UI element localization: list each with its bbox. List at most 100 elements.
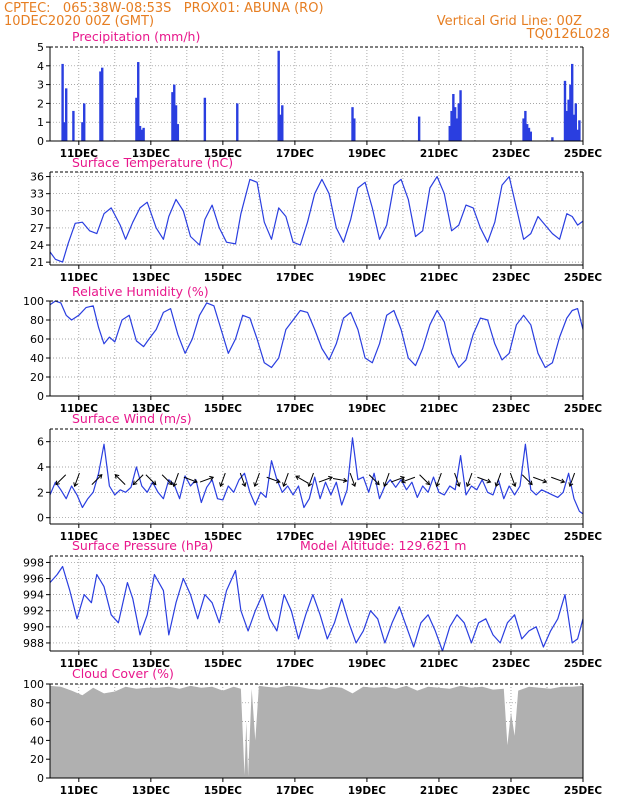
x-tick-label: 13DEC xyxy=(132,148,171,160)
wind-arrow-shaft xyxy=(368,474,380,485)
wind-arrow-head xyxy=(455,482,461,488)
x-tick-label: 21DEC xyxy=(420,531,459,543)
wind-arrow-head xyxy=(328,475,333,481)
wind-arrow xyxy=(55,474,67,486)
pressure-series-line xyxy=(49,565,584,652)
x-tick-label: 17DEC xyxy=(276,785,315,797)
y-tick-label: 27 xyxy=(30,222,44,235)
y-tick-label: 20 xyxy=(30,753,44,766)
wind-arrow-shaft xyxy=(145,474,157,485)
rh-title: Relative Humidity (%) xyxy=(72,284,209,299)
precip-bar xyxy=(567,99,570,141)
wind-arrow-head xyxy=(132,480,138,486)
wind-arrow xyxy=(161,474,173,486)
x-tick-label: 19DEC xyxy=(348,785,387,797)
precip-bar xyxy=(455,118,459,141)
wind-arrow-head xyxy=(219,482,224,488)
wind-arrow-head xyxy=(435,482,441,488)
wind-arrow-shaft xyxy=(173,472,179,487)
y-tick-label: 2 xyxy=(37,486,44,499)
wind-arrow-shaft xyxy=(332,477,347,482)
wind-arrow-head xyxy=(114,474,120,479)
x-tick-label: 23DEC xyxy=(492,785,531,797)
precip-bar xyxy=(453,107,457,141)
precip-bar xyxy=(137,62,140,141)
wind-arrow-shaft xyxy=(318,476,333,483)
wind-arrow-head xyxy=(568,482,574,488)
y-tick-label: 992 xyxy=(23,605,44,618)
wind-arrow-head xyxy=(351,482,357,488)
x-tick-label: 11DEC xyxy=(60,272,99,284)
cloud-panel: 0 20 40 60 80 100 11DEC 13DEC 15DEC 17DEC 19DEC 21D… xyxy=(23,666,602,797)
precip-bar xyxy=(176,124,180,141)
y-tick-label: 100 xyxy=(23,678,44,691)
wind-arrow-head xyxy=(511,482,517,488)
x-tick-label: 17DEC xyxy=(276,658,315,670)
y-tick-label: 80 xyxy=(30,697,44,710)
y-tick-label: 0 xyxy=(37,772,44,785)
wind-series-line xyxy=(49,437,584,515)
x-tick-label: 25DEC xyxy=(564,272,603,284)
header-date-line: 10DEC2020 00Z (GMT) xyxy=(4,14,155,29)
wind-arrow-shaft xyxy=(419,474,430,485)
wind-arrow xyxy=(419,474,431,486)
precip-bar xyxy=(457,103,460,141)
precip-bar xyxy=(570,63,574,141)
header-station-line: CPTEC: 065:38W-08:53S PROX01: ABUNA (RO) xyxy=(4,1,324,16)
precip-bar xyxy=(171,92,174,141)
wind-arrow xyxy=(239,472,247,488)
wind-arrow-head xyxy=(209,475,215,481)
y-tick-label: 4 xyxy=(37,461,44,474)
x-tick-label: 19DEC xyxy=(348,403,387,415)
cloud-cover-area xyxy=(50,685,583,778)
x-tick-label: 15DEC xyxy=(204,272,243,284)
precip-bar xyxy=(203,97,207,141)
x-tick-label: 21DEC xyxy=(420,403,459,415)
y-tick-label: 994 xyxy=(23,589,44,602)
precip-bar xyxy=(452,94,455,141)
precip-bar xyxy=(279,114,282,141)
y-tick-label: 988 xyxy=(23,637,44,650)
wind-arrow xyxy=(253,472,260,488)
wind-arrow xyxy=(219,472,226,488)
x-tick-label: 21DEC xyxy=(420,148,459,160)
wind-arrow xyxy=(533,476,548,484)
precip-bar xyxy=(524,110,527,141)
pressure-panel: 988 990 992 994 996 998 11DEC 13DEC 15DEC 17DEC 19… xyxy=(23,538,602,670)
wind-arrow-shaft xyxy=(521,474,533,485)
x-tick-label: 25DEC xyxy=(564,148,603,160)
wind-arrow-head xyxy=(465,482,471,488)
precip-bar xyxy=(142,127,145,141)
wind-arrow xyxy=(435,472,442,488)
wind-arrow xyxy=(307,472,314,488)
precip-bar xyxy=(83,103,86,141)
wind-arrow-head xyxy=(241,482,247,488)
x-tick-label: 15DEC xyxy=(204,785,243,797)
y-tick-label: 36 xyxy=(30,171,44,184)
precip-bar xyxy=(565,110,568,141)
wind-arrow xyxy=(266,476,281,484)
x-tick-label: 21DEC xyxy=(420,272,459,284)
temp-title: Surface Temperature (nC) xyxy=(72,155,233,170)
pressure-title: Surface Pressure (hPa) xyxy=(72,538,213,553)
wind-arrow-shaft xyxy=(401,476,416,483)
wind-arrow-shaft xyxy=(436,472,442,487)
precip-bar xyxy=(61,63,64,141)
wind-arrow-shaft xyxy=(239,472,246,487)
precip-bar xyxy=(578,120,581,141)
wind-arrow-shaft xyxy=(383,472,390,487)
x-tick-label: 13DEC xyxy=(132,272,171,284)
wind-arrow-head xyxy=(307,482,313,488)
y-tick-label: 40 xyxy=(30,352,44,365)
header-grid-line-note: Vertical Grid Line: 00Z xyxy=(436,14,582,29)
precip-bar xyxy=(525,124,529,141)
wind-arrow-shaft xyxy=(91,474,103,485)
wind-arrow-head xyxy=(528,480,533,486)
wind-arrow xyxy=(509,472,517,488)
wind-arrow xyxy=(318,475,333,483)
wind-arrow xyxy=(568,472,576,488)
x-tick-label: 19DEC xyxy=(348,272,387,284)
x-tick-label: 19DEC xyxy=(348,658,387,670)
y-tick-label: 6 xyxy=(37,436,44,449)
